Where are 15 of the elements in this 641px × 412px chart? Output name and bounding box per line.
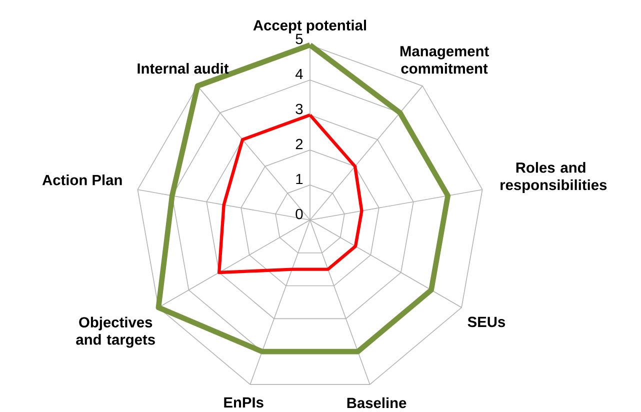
spoke-label: SEUs (468, 316, 506, 328)
y-tick-label: 5 (296, 34, 303, 44)
spoke-label: EnPIs (224, 397, 264, 408)
y-tick-label: 3 (296, 104, 303, 114)
y-tick-label: 1 (296, 174, 303, 184)
spoke-label: Internal audit (138, 62, 229, 74)
spoke-label: Objectives and targets (76, 316, 155, 348)
y-tick-label: 4 (295, 68, 303, 80)
spoke-label: Accept potential (253, 20, 366, 34)
y-tick-label: 2 (296, 138, 303, 150)
spoke-label: Action Plan (42, 174, 122, 186)
spoke-label: Baseline (347, 397, 406, 408)
y-tick-label: 0 (296, 208, 303, 220)
spoke-label: Management commitment (400, 46, 489, 74)
spoke-label: Roles and responsibilities (500, 162, 607, 194)
